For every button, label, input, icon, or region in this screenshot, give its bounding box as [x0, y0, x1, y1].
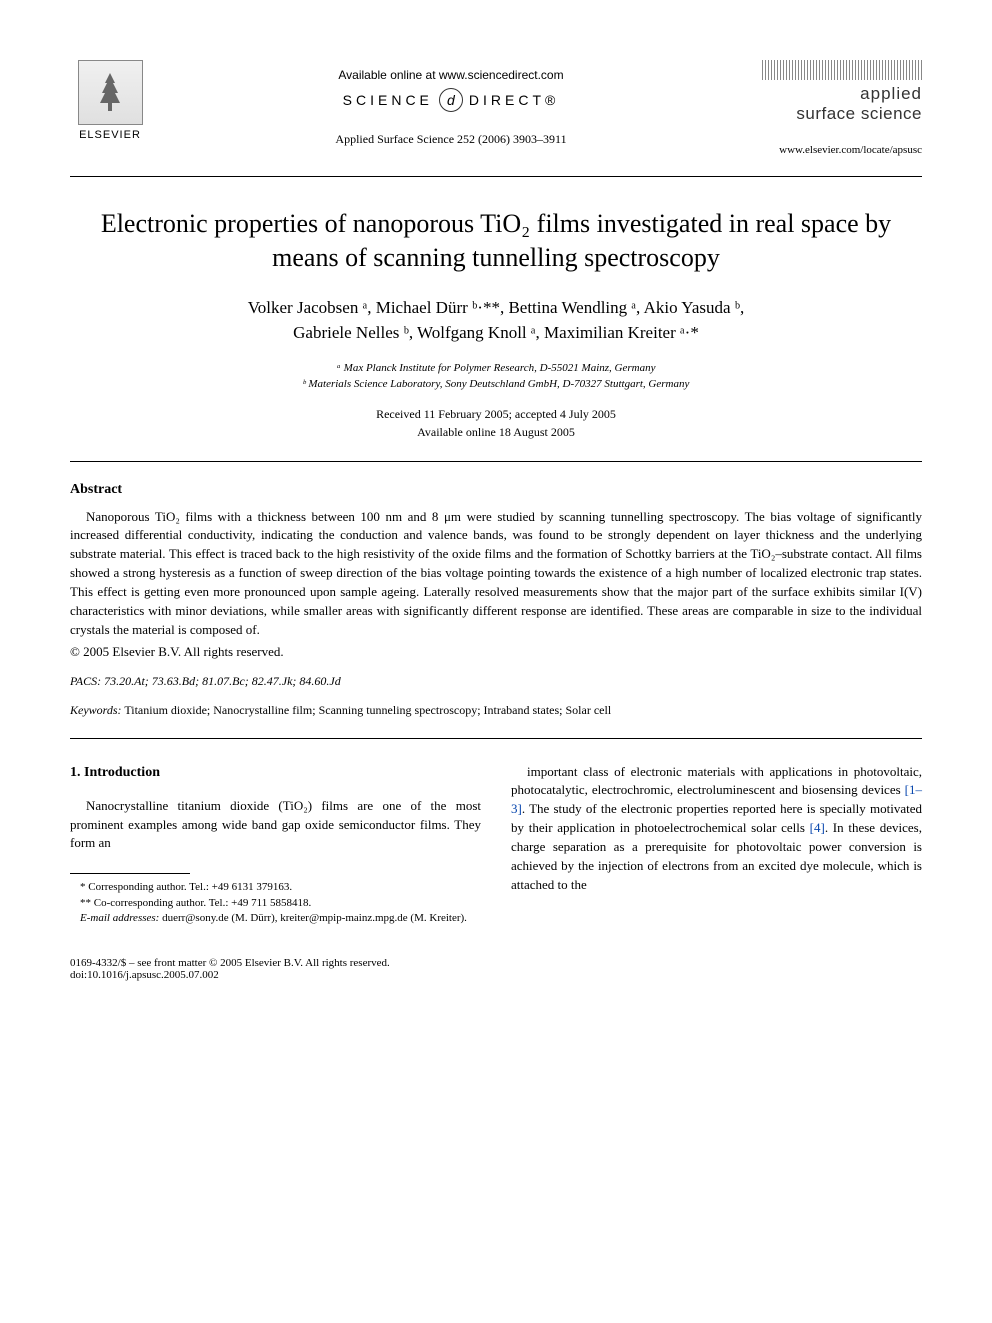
sd-circle-icon: d [439, 88, 463, 112]
abstract-copyright: © 2005 Elsevier B.V. All rights reserved… [70, 644, 922, 660]
page-footer: 0169-4332/$ – see front matter © 2005 El… [70, 957, 922, 981]
header-center: Available online at www.sciencedirect.co… [150, 60, 752, 147]
dates-block: Received 11 February 2005; accepted 4 Ju… [70, 405, 922, 441]
footnote-divider [70, 873, 190, 874]
column-left: 1. Introduction Nanocrystalline titanium… [70, 763, 481, 927]
email-text: duerr@sony.de (M. Dürr), kreiter@mpip-ma… [162, 912, 467, 924]
journal-graphic-icon [762, 60, 922, 80]
intro-paragraph-right: important class of electronic materials … [511, 763, 922, 895]
divider-after-dates [70, 461, 922, 462]
keywords-value: Titanium dioxide; Nanocrystalline film; … [124, 703, 611, 717]
affiliation-b: ᵇ Materials Science Laboratory, Sony Deu… [70, 376, 922, 393]
footnote-1: * Corresponding author. Tel.: +49 6131 3… [70, 880, 481, 895]
intro-paragraph-left: Nanocrystalline titanium dioxide (TiO₂) … [70, 797, 481, 854]
journal-name-line1: applied [752, 84, 922, 104]
journal-reference: Applied Surface Science 252 (2006) 3903–… [150, 132, 752, 147]
abstract-heading: Abstract [70, 482, 922, 498]
keywords-label: Keywords: [70, 703, 122, 717]
ref-link-4[interactable]: [4] [810, 820, 825, 835]
elsevier-tree-icon [78, 60, 143, 125]
section-1-heading: 1. Introduction [70, 763, 481, 783]
page-header: ELSEVIER Available online at www.science… [70, 60, 922, 156]
sd-left: SCIENCE [343, 92, 433, 108]
column-right: important class of electronic materials … [511, 763, 922, 927]
body-columns: 1. Introduction Nanocrystalline titanium… [70, 763, 922, 927]
footer-copyright: 0169-4332/$ – see front matter © 2005 El… [70, 957, 922, 969]
available-online-text: Available online at www.sciencedirect.co… [150, 68, 752, 82]
pacs-value: 73.20.At; 73.63.Bd; 81.07.Bc; 82.47.Jk; … [104, 674, 341, 688]
divider-after-keywords [70, 738, 922, 739]
journal-logo-block: applied surface science www.elsevier.com… [752, 60, 922, 156]
pacs-label: PACS: [70, 674, 101, 688]
authors-block: Volker Jacobsen ᵃ, Michael Dürr ᵇ·**, Be… [70, 295, 922, 346]
divider-top [70, 176, 922, 177]
abstract-text: Nanoporous TiO₂ films with a thickness b… [70, 508, 922, 640]
keywords-line: Keywords: Titanium dioxide; Nanocrystall… [70, 703, 922, 718]
footnote-emails: E-mail addresses: duerr@sony.de (M. Dürr… [70, 911, 481, 926]
journal-name-line2: surface science [752, 104, 922, 124]
affiliation-a: ᵃ Max Planck Institute for Polymer Resea… [70, 360, 922, 377]
article-title: Electronic properties of nanoporous TiO₂… [70, 207, 922, 275]
footer-doi: doi:10.1016/j.apsusc.2005.07.002 [70, 969, 922, 981]
journal-url: www.elsevier.com/locate/apsusc [752, 144, 922, 156]
affiliations-block: ᵃ Max Planck Institute for Polymer Resea… [70, 360, 922, 393]
publisher-name: ELSEVIER [79, 129, 141, 141]
col2-text-a: important class of electronic materials … [511, 764, 922, 798]
email-label: E-mail addresses: [80, 912, 159, 924]
pacs-line: PACS: 73.20.At; 73.63.Bd; 81.07.Bc; 82.4… [70, 674, 922, 689]
footnote-2: ** Co-corresponding author. Tel.: +49 71… [70, 896, 481, 911]
science-direct-logo: SCIENCE d DIRECT® [150, 88, 752, 112]
authors-line1: Volker Jacobsen ᵃ, Michael Dürr ᵇ·**, Be… [70, 295, 922, 321]
date-received: Received 11 February 2005; accepted 4 Ju… [70, 405, 922, 423]
publisher-logo: ELSEVIER [70, 60, 150, 141]
date-online: Available online 18 August 2005 [70, 423, 922, 441]
authors-line2: Gabriele Nelles ᵇ, Wolfgang Knoll ᵃ, Max… [70, 320, 922, 346]
sd-right: DIRECT® [469, 92, 559, 108]
